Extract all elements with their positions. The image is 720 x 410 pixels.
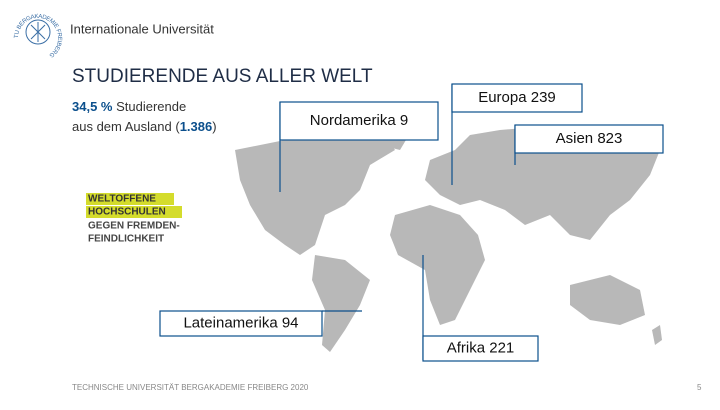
share: 34,5 %: [72, 99, 113, 114]
region-name: Lateinamerika: [183, 314, 278, 331]
region-label: Lateinamerika 94: [183, 314, 298, 331]
logo: [25, 19, 51, 45]
region-name: Afrika: [447, 339, 486, 356]
badge-line: HOCHSCHULEN: [88, 207, 166, 218]
badge-line: WELTOFFENE: [88, 194, 156, 205]
region-box: [422, 335, 539, 362]
world-map: [235, 115, 662, 352]
region-count: 94: [282, 314, 299, 331]
badge: WELTOFFENE HOCHSCHULEN GEGEN FREMDEN- FE…: [86, 193, 182, 245]
region-box: [279, 101, 439, 141]
footer: TECHNISCHE UNIVERSITÄT BERGAKADEMIE FREI…: [72, 383, 309, 392]
page-number: 5: [697, 383, 702, 392]
region-name: Asien: [556, 130, 594, 147]
region-label: Nordamerika 9: [310, 112, 408, 129]
summary-line1: 34,5 % Studierende: [72, 99, 186, 114]
region-name: Nordamerika: [310, 112, 397, 129]
total: 1.386: [180, 119, 213, 134]
region-box: [451, 83, 583, 113]
region-box: [159, 310, 323, 337]
region-label: Afrika 221: [447, 339, 515, 356]
slide-title: STUDIERENDE AUS ALLER WELT: [72, 66, 373, 87]
region-count: 239: [531, 89, 556, 106]
text: ): [212, 119, 216, 134]
region-name: Europa: [478, 89, 527, 106]
region-label: Asien 823: [556, 130, 623, 147]
text: aus dem Ausland (: [72, 119, 180, 134]
region-box: [514, 124, 664, 154]
badge-line: FEINDLICHKEIT: [88, 234, 164, 245]
region-count: 823: [597, 130, 622, 147]
region-count: 9: [400, 112, 408, 129]
text: Studierende: [116, 99, 186, 114]
badge-line: GEGEN FREMDEN-: [88, 221, 180, 232]
region-count: 221: [489, 339, 514, 356]
subtitle: Internationale Universität: [70, 21, 214, 36]
summary-line2: aus dem Ausland (1.386): [72, 119, 217, 134]
region-label: Europa 239: [478, 89, 556, 106]
